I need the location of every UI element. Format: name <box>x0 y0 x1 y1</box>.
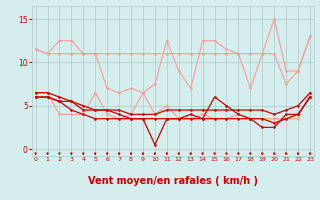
X-axis label: Vent moyen/en rafales ( km/h ): Vent moyen/en rafales ( km/h ) <box>88 176 258 186</box>
